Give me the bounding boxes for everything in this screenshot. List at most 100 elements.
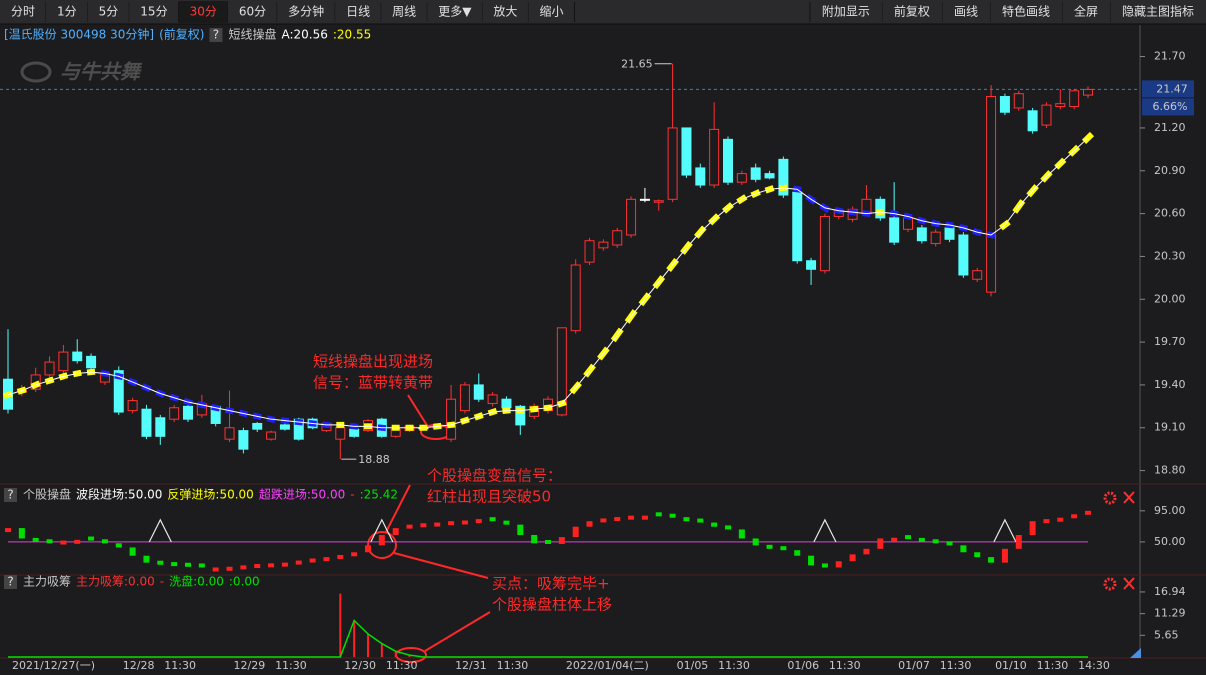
indicator-bar — [641, 515, 648, 520]
toolbar-button[interactable] — [881, 1, 942, 23]
toolbar-button[interactable] — [941, 1, 990, 23]
candle-body — [986, 96, 997, 293]
signal-triangle — [370, 518, 394, 543]
indicator-bar — [697, 518, 704, 523]
indicator-bar — [614, 517, 621, 522]
toolbar-button-label[interactable]: 5分 — [99, 5, 119, 19]
panel-icons — [1103, 491, 1141, 658]
candle-body — [349, 428, 360, 437]
y-tick-label: 21.70 — [1154, 50, 1186, 63]
toolbar-button-label[interactable]: 多分钟 — [288, 4, 324, 19]
indicator-bar — [780, 546, 787, 551]
x-tick-label: 12/29 — [234, 659, 266, 672]
signal-triangle — [813, 518, 837, 543]
close-icon[interactable] — [1123, 491, 1135, 504]
annotation-arrow — [385, 484, 411, 533]
close-icon[interactable] — [1123, 577, 1135, 590]
logo-icon — [20, 61, 52, 83]
candle-body — [266, 431, 277, 440]
x-tick-label: 11:30 — [275, 659, 307, 672]
toolbar-button-label[interactable]: 1分 — [57, 5, 77, 19]
y-tick-label: 50.00 — [1154, 535, 1186, 548]
toolbar-button-label[interactable]: 周线 — [392, 5, 416, 19]
toolbar-button-label[interactable]: 更多▼ — [438, 5, 472, 19]
help-button[interactable] — [4, 575, 17, 589]
settings-icon[interactable] — [1103, 491, 1117, 505]
candle-body — [584, 240, 595, 263]
y-tick-label: 16.94 — [1154, 585, 1186, 598]
annotation-arrow — [424, 611, 491, 652]
toolbar-button[interactable] — [528, 1, 575, 23]
candle-body — [819, 215, 830, 272]
indicator-bar — [655, 512, 662, 517]
candle-body — [556, 327, 567, 416]
toolbar-button[interactable] — [809, 1, 882, 23]
x-tick-label: 14:30 — [1078, 659, 1110, 672]
indicator-bar — [309, 558, 316, 563]
legend-entry: - — [160, 575, 164, 589]
legend-entry: 超跌进场:50.00 — [259, 487, 345, 502]
toolbar-button[interactable] — [178, 1, 228, 23]
toolbar-button[interactable] — [1061, 1, 1110, 23]
toolbar-button[interactable] — [335, 1, 382, 23]
toolbar-button-label[interactable]: 附加显示 — [822, 5, 870, 19]
toolbar-button[interactable] — [46, 1, 88, 23]
legend-entry: 波段进场:50.00 — [76, 487, 162, 502]
annotation-shapes — [367, 394, 491, 663]
toolbar-button[interactable] — [989, 1, 1062, 23]
toolbar-button[interactable] — [227, 1, 278, 23]
candle-body — [723, 138, 733, 183]
candle-body — [653, 200, 664, 203]
help-button[interactable] — [209, 28, 223, 42]
indicator-bar — [572, 526, 579, 538]
indicator-bar — [434, 522, 441, 527]
indicator-bar — [794, 550, 801, 556]
help-button[interactable] — [4, 488, 17, 502]
indicator-bar — [171, 562, 178, 567]
toolbar-button[interactable] — [129, 1, 179, 23]
toolbar-button-label[interactable]: 放大 — [493, 4, 517, 19]
legend-entry: :0.00 — [229, 575, 260, 589]
indicator-bar — [918, 537, 925, 542]
candle-body — [72, 351, 83, 362]
indicator-bar — [503, 520, 510, 525]
toolbar-button[interactable] — [381, 1, 428, 23]
toolbar-button-label[interactable]: 分时 — [11, 5, 35, 19]
toolbar-button[interactable] — [427, 1, 483, 23]
toolbar-button[interactable] — [277, 1, 336, 23]
logo-text: 与牛共舞 — [60, 60, 143, 84]
indicator-bar — [365, 545, 371, 553]
candle-body — [169, 407, 180, 420]
toolbar-button-label[interactable]: 日线 — [346, 5, 370, 19]
toolbar-button-label[interactable]: 缩小 — [539, 4, 563, 19]
toolbar-button-label[interactable]: 画线 — [954, 5, 978, 19]
indicator-bar — [683, 517, 690, 522]
toolbar-button[interactable] — [87, 1, 130, 23]
candle-body — [58, 351, 69, 372]
candle-body — [44, 361, 55, 376]
toolbar-button[interactable] — [0, 1, 47, 23]
toolbar-button-label[interactable]: 60分 — [239, 5, 266, 19]
help-label[interactable]: ? — [7, 488, 13, 502]
toolbar-button-label[interactable]: 前复权 — [894, 4, 930, 19]
legend-entry: - — [350, 488, 354, 502]
y-tick-label: 19.40 — [1154, 378, 1186, 391]
candle-body — [1083, 88, 1093, 96]
y-tick-label: 20.90 — [1154, 164, 1186, 177]
toolbar-button-label[interactable]: 30分 — [190, 5, 217, 19]
settings-icon[interactable] — [1103, 577, 1117, 591]
toolbar-button[interactable] — [482, 1, 529, 23]
toolbar-button-label[interactable]: 15分 — [140, 5, 167, 19]
y-tick-label: 95.00 — [1154, 504, 1186, 517]
toolbar-button-label[interactable]: 全屏 — [1074, 4, 1098, 19]
indicator-bar — [600, 518, 607, 523]
toolbar-button[interactable] — [1109, 1, 1206, 23]
candle-body — [238, 430, 249, 450]
indicator-bar — [1043, 519, 1050, 524]
help-label[interactable]: ? — [7, 575, 13, 589]
candle-body — [473, 384, 484, 400]
toolbar-button-label[interactable]: 特色画线 — [1002, 4, 1050, 19]
toolbar-button-label[interactable]: 隐藏主图指标 — [1122, 4, 1194, 19]
help-label[interactable]: ? — [213, 28, 219, 42]
